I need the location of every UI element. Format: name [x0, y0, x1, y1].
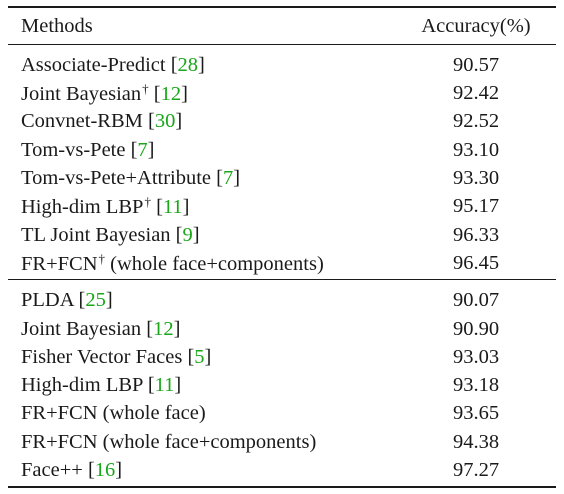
bottom-rule — [8, 486, 556, 489]
group1-table: Associate-Predict [28] 90.57 Joint Bayesia… — [8, 45, 556, 279]
citation-link[interactable]: 5 — [194, 345, 205, 368]
accuracy-cell: 96.33 — [452, 223, 500, 246]
table-row: High-dim LBP [11] 93.18 — [8, 371, 556, 399]
method-name: Fisher Vector Faces — [21, 345, 183, 368]
accuracy-cell: 93.18 — [452, 374, 500, 397]
citation-link[interactable]: 11 — [162, 196, 183, 219]
method-cell: Fisher Vector Faces [5] — [21, 345, 212, 368]
accuracy-cell: 97.27 — [452, 459, 500, 482]
results-table: Methods Accuracy(%) Associate-Predict [2… — [8, 6, 556, 489]
table-header-row: Methods Accuracy(%) — [8, 8, 556, 44]
table-row: FR+FCN (whole face) 93.65 — [8, 400, 556, 428]
method-name: High-dim LBP — [21, 196, 144, 219]
accuracy-cell: 95.17 — [452, 195, 500, 218]
method-name: High-dim LBP — [21, 374, 143, 397]
method-name: Face++ — [21, 459, 83, 482]
method-cell: High-dim LBP† [11] — [21, 194, 190, 219]
citation-link[interactable]: 12 — [160, 83, 182, 106]
group1-body: Associate-Predict [28] 90.57 Joint Bayesia… — [8, 45, 556, 279]
citation-link[interactable]: 12 — [153, 317, 174, 340]
table-row: Convnet-RBM [30] 92.52 — [8, 108, 556, 136]
table-row: FR+FCN† (whole face+components) 96.45 — [8, 249, 556, 279]
table-row: Tom-vs-Pete [7] 93.10 — [8, 136, 556, 164]
table-row: High-dim LBP† [11] 95.17 — [8, 192, 556, 220]
accuracy-cell: 90.90 — [452, 317, 500, 340]
method-name: Convnet-RBM — [21, 110, 143, 133]
method-cell: Convnet-RBM [30] — [21, 110, 183, 133]
citation-link[interactable]: 16 — [94, 459, 116, 482]
method-cell: Associate-Predict [28] — [21, 53, 205, 76]
group2-table: PLDA [25] 90.07 Joint Bayesian [12] 90.90 Fi… — [8, 280, 556, 486]
accuracy-cell: 94.38 — [452, 430, 500, 453]
method-cell: PLDA [25] — [21, 289, 113, 312]
method-cell: Face++ [16] — [21, 459, 123, 482]
method-cell: Joint Bayesian† [12] — [21, 81, 188, 106]
citation-link[interactable]: 11 — [154, 374, 175, 397]
results-table-grid: Methods Accuracy(%) — [8, 8, 556, 44]
table-row: PLDA [25] 90.07 — [8, 280, 556, 314]
accuracy-cell: 90.07 — [452, 289, 500, 312]
citation-link[interactable]: 30 — [154, 110, 176, 133]
method-name: TL Joint Bayesian — [21, 223, 171, 246]
method-cell: Joint Bayesian [12] — [21, 317, 181, 340]
method-name: Tom-vs-Pete+Attribute — [21, 167, 212, 190]
method-cell: High-dim LBP [11] — [21, 374, 182, 397]
citation-link[interactable]: 9 — [182, 223, 193, 246]
table-row: Associate-Predict [28] 90.57 — [8, 45, 556, 79]
citation-link[interactable]: 25 — [85, 289, 106, 312]
method-name: FR+FCN (whole face) — [21, 402, 206, 425]
accuracy-cell: 96.45 — [452, 251, 500, 274]
citation-link[interactable]: 7 — [137, 138, 148, 161]
table-row: Face++ [16] 97.27 — [8, 456, 556, 486]
method-name: PLDA — [21, 289, 74, 312]
method-cell: FR+FCN (whole face) — [8, 400, 396, 428]
method-name: FR+FCN (whole face+components) — [21, 430, 317, 453]
citation-link[interactable]: 7 — [223, 167, 234, 190]
method-name: FR+FCN — [21, 252, 98, 275]
table-row: TL Joint Bayesian [9] 96.33 — [8, 221, 556, 249]
dagger-mark: † — [144, 194, 151, 210]
table-row: Fisher Vector Faces [5] 93.03 — [8, 343, 556, 371]
method-cell: TL Joint Bayesian [9] — [21, 223, 200, 246]
table-row: Joint Bayesian† [12] 92.42 — [8, 79, 556, 107]
method-name: Joint Bayesian — [21, 83, 142, 106]
header-methods: Methods — [21, 14, 93, 37]
citation-link[interactable]: 28 — [177, 53, 199, 76]
method-name: Tom-vs-Pete — [21, 138, 126, 161]
method-suffix: (whole face+components) — [110, 252, 324, 275]
accuracy-cell: 93.65 — [452, 402, 500, 425]
group-separator-rule — [8, 279, 556, 281]
method-name: Associate-Predict — [21, 53, 166, 76]
header-rule — [8, 44, 556, 45]
dagger-mark: † — [98, 250, 106, 266]
method-cell: FR+FCN† (whole face+components) — [8, 249, 396, 279]
accuracy-cell: 93.03 — [452, 345, 500, 368]
group2-body: PLDA [25] 90.07 Joint Bayesian [12] 90.90 Fi… — [8, 280, 556, 486]
method-cell: Tom-vs-Pete [7] — [21, 138, 155, 161]
table-row: Tom-vs-Pete+Attribute [7] 93.30 — [8, 164, 556, 192]
accuracy-cell: 90.57 — [452, 53, 500, 76]
accuracy-cell: 92.42 — [452, 82, 500, 105]
header-accuracy: Accuracy(%) — [421, 14, 531, 37]
method-name: Joint Bayesian — [21, 317, 142, 340]
table-row: Joint Bayesian [12] 90.90 — [8, 315, 556, 343]
accuracy-cell: 92.52 — [452, 110, 500, 133]
dagger-mark: † — [142, 81, 149, 97]
method-cell: Tom-vs-Pete+Attribute [7] — [21, 167, 241, 190]
accuracy-cell: 93.10 — [452, 138, 500, 161]
table-row: FR+FCN (whole face+components) 94.38 — [8, 428, 556, 456]
accuracy-cell: 93.30 — [452, 167, 500, 190]
top-rule — [8, 6, 556, 8]
method-cell: FR+FCN (whole face+components) — [8, 428, 396, 456]
